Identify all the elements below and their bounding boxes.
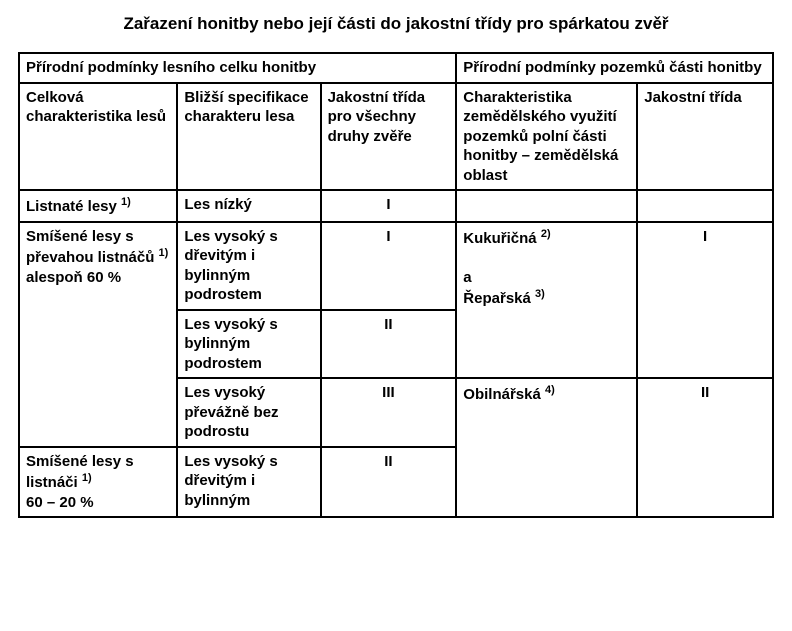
- cell-c2: Les vysoký s dřevitým i bylinným: [177, 447, 320, 518]
- cell-text: Kukuřičná: [463, 230, 541, 247]
- cell-c3: II: [321, 310, 457, 379]
- cell-text: Smíšené lesy s převahou listnáčů: [26, 228, 159, 267]
- cell-c2: Les vysoký s bylinným podrostem: [177, 310, 320, 379]
- table-header-group-row: Přírodní podmínky lesního celku honitby …: [19, 53, 773, 83]
- cell-text: Řepařská: [463, 290, 535, 307]
- cell-text: Obilnářská: [463, 386, 545, 403]
- cell-text: Listnaté lesy: [26, 198, 121, 215]
- cell-c2: Les nízký: [177, 190, 320, 222]
- cell-c4: Kukuřičná 2) a Řepařská 3): [456, 222, 637, 379]
- header-group-left: Přírodní podmínky lesního celku honitby: [19, 53, 456, 83]
- cell-text: a: [463, 269, 471, 286]
- cell-c1: Smíšené lesy s převahou listnáčů 1) ales…: [19, 222, 177, 447]
- document-page: Zařazení honitby nebo její části do jako…: [0, 0, 792, 518]
- col-header-c5: Jakostní třída: [637, 83, 773, 191]
- table-row: Smíšené lesy s převahou listnáčů 1) ales…: [19, 222, 773, 310]
- col-header-c4: Charakteristika zemědělského využití poz…: [456, 83, 637, 191]
- cell-c1: Smíšené lesy s listnáči 1) 60 – 20 %: [19, 447, 177, 518]
- footnote-ref: 1): [82, 472, 92, 484]
- col-header-c1: Celková charakteristika lesů: [19, 83, 177, 191]
- header-group-right: Přírodní podmínky pozemků části honitby: [456, 53, 773, 83]
- classification-table: Přírodní podmínky lesního celku honitby …: [18, 52, 774, 518]
- col-header-c2: Bližší specifikace charakteru lesa: [177, 83, 320, 191]
- page-title: Zařazení honitby nebo její části do jako…: [18, 14, 774, 34]
- cell-c3: II: [321, 447, 457, 518]
- cell-c3: III: [321, 378, 457, 447]
- cell-c2: Les vysoký převážně bez podrostu: [177, 378, 320, 447]
- cell-c2: Les vysoký s dřevitým i bylinným podrost…: [177, 222, 320, 310]
- footnote-ref: 1): [159, 247, 169, 259]
- cell-c1: Listnaté lesy 1): [19, 190, 177, 222]
- cell-c5: [637, 190, 773, 222]
- cell-c5: I: [637, 222, 773, 379]
- table-row: Listnaté lesy 1) Les nízký I: [19, 190, 773, 222]
- cell-c4: [456, 190, 637, 222]
- footnote-ref: 4): [545, 384, 555, 396]
- cell-c3: I: [321, 222, 457, 310]
- cell-text: alespoň 60 %: [26, 269, 121, 286]
- footnote-ref: 3): [535, 288, 545, 300]
- col-header-c3: Jakostní třída pro všechny druhy zvěře: [321, 83, 457, 191]
- cell-c4: Obilnářská 4): [456, 378, 637, 517]
- footnote-ref: 1): [121, 196, 131, 208]
- cell-text: 60 – 20 %: [26, 494, 94, 511]
- cell-c3: I: [321, 190, 457, 222]
- table-header-row: Celková charakteristika lesů Bližší spec…: [19, 83, 773, 191]
- cell-c5: II: [637, 378, 773, 517]
- cell-text: Smíšené lesy s listnáči: [26, 453, 134, 492]
- footnote-ref: 2): [541, 228, 551, 240]
